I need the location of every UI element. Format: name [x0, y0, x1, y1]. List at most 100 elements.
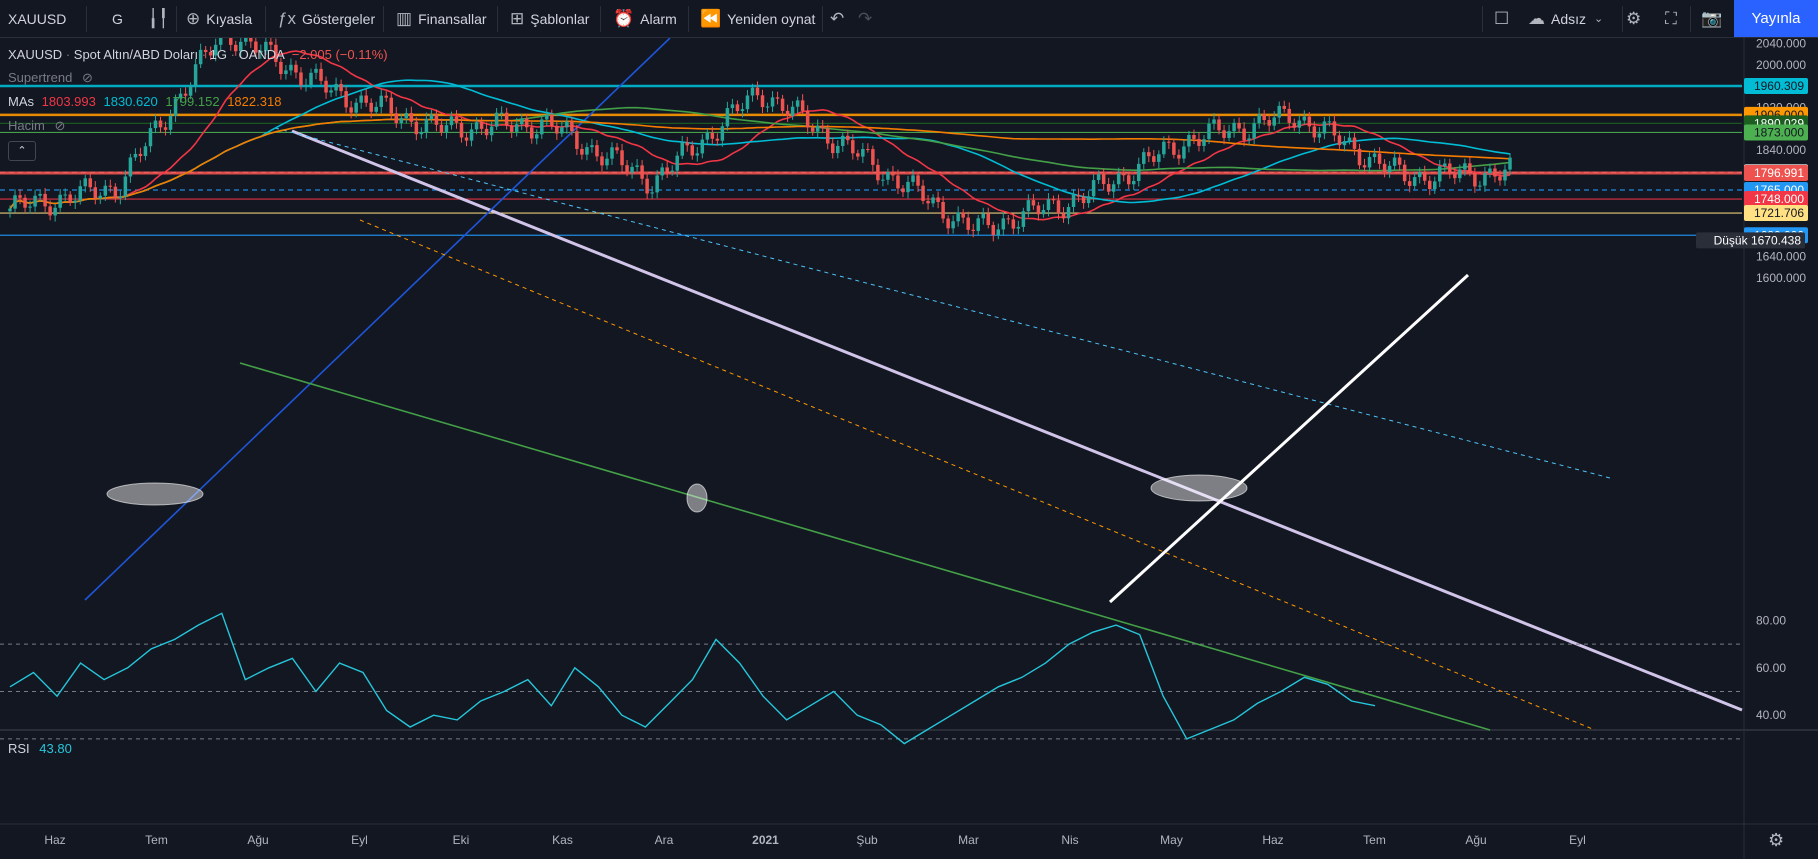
candle-body [73, 200, 77, 203]
candle-body [414, 121, 419, 135]
chart-type-button[interactable]: ╽╿ [148, 0, 174, 37]
price-label-box [1744, 205, 1808, 222]
time-tick-label: Mar [958, 833, 979, 847]
candle-body [680, 142, 684, 156]
symbol-search[interactable]: XAUUSD [8, 0, 93, 37]
time-tick-label: Tem [1363, 833, 1386, 847]
candle-body [1317, 133, 1322, 138]
candle-body [580, 148, 584, 155]
candle-body [1402, 164, 1407, 182]
toolbar-divider [497, 6, 498, 32]
candle-body [123, 176, 128, 197]
candle-body [750, 87, 755, 96]
candle-body [1302, 116, 1307, 121]
candle-body [966, 217, 970, 230]
fullscreen-button[interactable]: ⛶ [1665, 0, 1683, 37]
redo-button[interactable]: ↷ [858, 0, 878, 37]
candle-body [1061, 213, 1066, 219]
replay-button[interactable]: ⏪ Yeniden oynat [700, 0, 815, 37]
time-tick-label: Eki [453, 833, 470, 847]
indicators-button[interactable]: ƒx Göstergeler [278, 0, 375, 37]
chevron-down-icon: ⌄ [1594, 13, 1604, 25]
settings-button[interactable]: ⚙ [1626, 0, 1647, 37]
price-label-box [1744, 191, 1808, 208]
candle-body [1232, 122, 1236, 132]
candle-body [1417, 172, 1422, 178]
ma-value-3: 1799.152 [165, 94, 220, 109]
candle-body [1387, 165, 1392, 172]
time-tick-label: Ağu [247, 833, 268, 847]
candle-body [1162, 141, 1166, 155]
mas-label: MAs [8, 94, 34, 109]
interval-button[interactable]: G [112, 0, 123, 37]
candle-body [138, 153, 143, 157]
candle-body [1152, 156, 1156, 162]
mas-legend[interactable]: MAs 1803.993 1830.620 1799.152 1822.318 [8, 94, 281, 109]
candle-body [13, 195, 17, 209]
candle-body [1111, 184, 1116, 192]
candle-body [304, 84, 308, 86]
trendline [239, 362, 1491, 731]
candle-body [1488, 168, 1492, 174]
candle-body [820, 125, 825, 129]
templates-button[interactable]: ⊞ Şablonlar [510, 0, 589, 37]
candle-body [309, 72, 313, 85]
candle-body [906, 181, 910, 193]
candle-body [595, 145, 599, 157]
collapse-legend-button[interactable]: ⌃ [8, 141, 36, 161]
candle-body [565, 121, 569, 128]
candle-body [911, 175, 915, 182]
price-chart[interactable]: 1600.0001640.0001680.0001720.0001760.000… [0, 38, 1818, 859]
undo-button[interactable]: ↶ [830, 0, 850, 37]
supertrend-legend[interactable]: Supertrend ⊘ [8, 70, 93, 86]
candle-body [43, 193, 47, 207]
candle-body [700, 139, 705, 154]
alert-button[interactable]: ⏰ Alarm [613, 0, 677, 37]
highlight-ellipse [106, 482, 204, 506]
rsi-label: RSI [8, 741, 30, 756]
candle-body [625, 165, 629, 173]
gear-icon[interactable]: ⚙ [1768, 830, 1785, 850]
time-axis[interactable]: Haz Tem Ağu Eyl Eki Kas Ara 2021 Şub Mar Nis May Haz… [44, 833, 1586, 847]
layout-name-button[interactable]: ☁ Adsız ⌄ [1528, 0, 1603, 37]
candle-body [259, 50, 263, 53]
candle-body [1352, 137, 1357, 149]
time-tick-label: Eyl [351, 833, 368, 847]
alert-label: Alarm [640, 10, 677, 27]
price-axis[interactable]: 1600.0001640.0001680.0001720.0001760.000… [1696, 38, 1808, 285]
candle-body [1172, 142, 1176, 155]
candle-body [168, 115, 173, 130]
candle-body [339, 83, 343, 92]
layout-toggle-button[interactable]: ☐ [1494, 0, 1515, 37]
undo-icon: ↶ [830, 8, 845, 28]
financials-button[interactable]: ▥ Finansallar [396, 0, 487, 37]
candle-body [254, 41, 258, 53]
toolbar-divider [600, 6, 601, 32]
cloud-icon: ☁ [1528, 8, 1545, 28]
candle-body [615, 147, 619, 151]
volume-legend[interactable]: Hacim ⊘ [8, 118, 65, 134]
candle-body [173, 98, 178, 116]
candle-body [1217, 119, 1221, 131]
candle-body [715, 138, 720, 141]
candle-body [319, 68, 323, 81]
publish-button[interactable]: Yayınla [1734, 0, 1818, 37]
candle-body [183, 93, 188, 96]
candle-body [1297, 120, 1302, 128]
candle-body [98, 195, 103, 199]
candle-body [830, 143, 835, 154]
candle-body [83, 178, 88, 187]
candle-body [535, 134, 539, 139]
candle-body [1503, 169, 1507, 181]
candle-body [294, 64, 298, 73]
candle-body [1367, 157, 1372, 168]
candle-body [1292, 122, 1297, 128]
compare-button[interactable]: ⊕ Kıyasla [186, 0, 252, 37]
candle-body [815, 125, 820, 132]
trendlines [84, 38, 1743, 731]
candle-body [203, 49, 208, 53]
rsi-legend[interactable]: RSI 43.80 [8, 741, 72, 756]
time-tick-label: Kas [552, 833, 573, 847]
candle-body [735, 104, 740, 112]
snapshot-button[interactable]: 📷 [1701, 0, 1728, 37]
